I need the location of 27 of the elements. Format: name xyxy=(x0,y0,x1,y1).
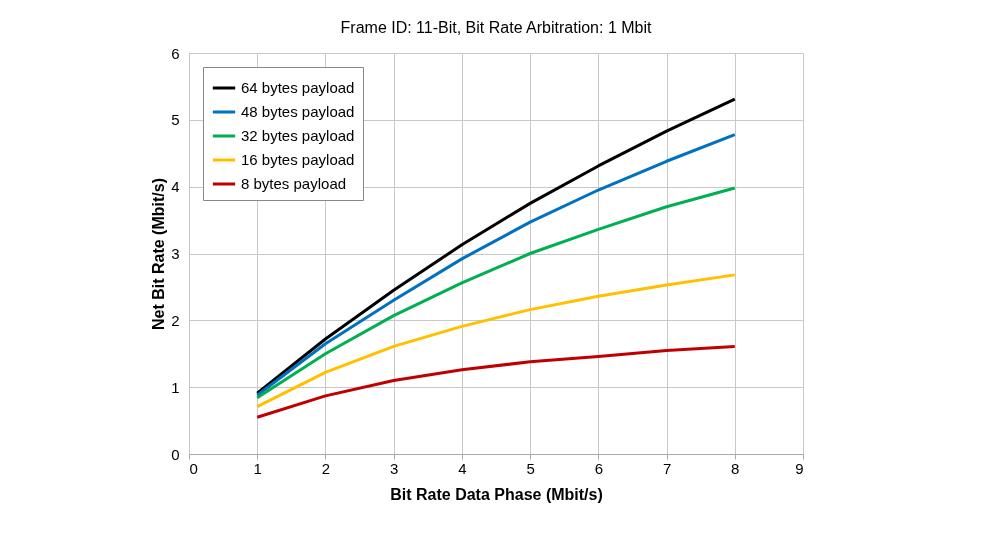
x-tick-label: 1 xyxy=(253,459,262,477)
x-axis-title: Bit Rate Data Phase (Mbit/s) xyxy=(390,485,603,503)
legend-label: 32 bytes payload xyxy=(241,127,355,144)
line-series xyxy=(255,273,737,409)
chart-title: Frame ID: 11-Bit, Bit Rate Arbitration: 1 Mbit xyxy=(340,19,653,36)
y-tick-label: 0 xyxy=(171,445,180,463)
x-tick-label: 6 xyxy=(594,459,604,477)
y-tick-label: 5 xyxy=(171,111,180,129)
x-tick-label: 5 xyxy=(526,459,535,477)
y-tick-label: 4 xyxy=(171,178,180,196)
y-tick-label: 3 xyxy=(171,245,180,262)
line-series xyxy=(255,344,737,419)
x-tick-label: 3 xyxy=(389,459,399,477)
legend-label: 64 bytes payload xyxy=(241,79,355,96)
x-tick-label: 7 xyxy=(662,459,672,477)
y-tick-label: 2 xyxy=(171,311,180,329)
x-tick-label: 4 xyxy=(458,459,467,477)
y-axis-title: Net Bit Rate (Mbit/s) xyxy=(150,178,168,330)
x-tick-label: 2 xyxy=(321,459,331,477)
legend-label: 8 bytes payload xyxy=(241,175,347,192)
legend-label: 48 bytes payload xyxy=(241,103,355,120)
y-tick-label: 6 xyxy=(171,44,180,62)
y-tick-label: 1 xyxy=(171,378,180,396)
x-tick-label: 0 xyxy=(189,459,198,477)
x-tick-label: 9 xyxy=(795,459,804,477)
x-tick-label: 8 xyxy=(731,459,740,477)
legend-label: 16 bytes payload xyxy=(241,151,355,168)
